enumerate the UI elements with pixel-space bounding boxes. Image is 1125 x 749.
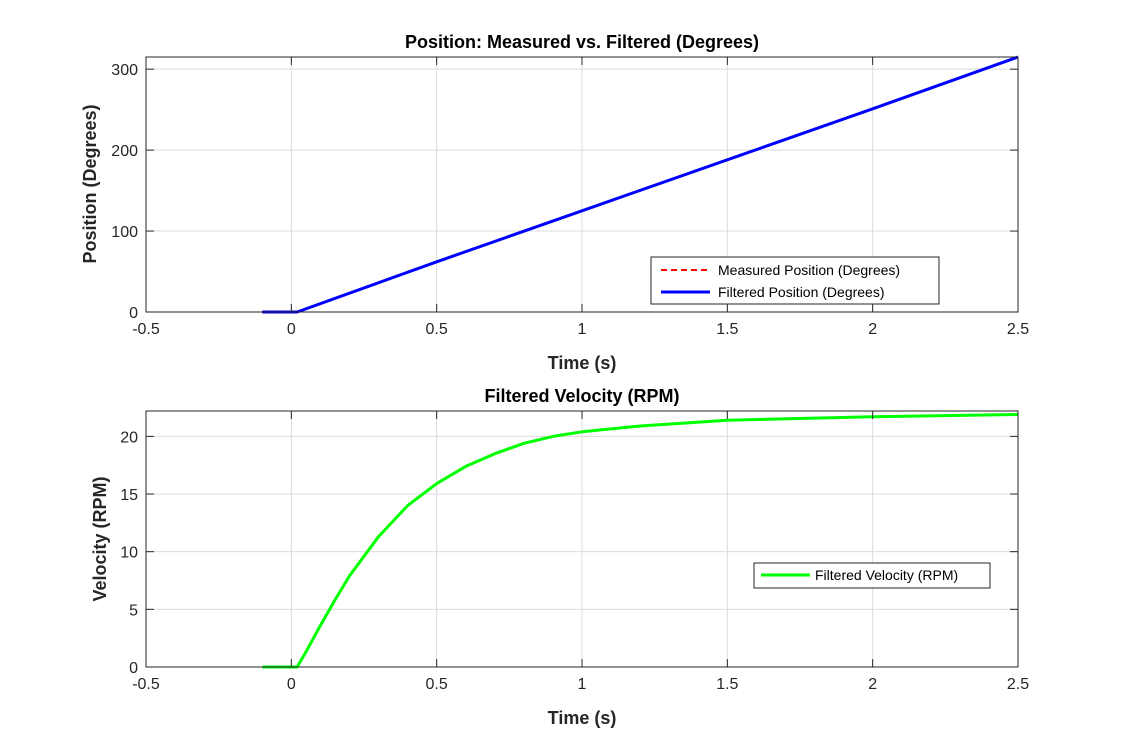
position-x-tick-label: 0	[287, 321, 296, 338]
velocity-series-filtered-velocity-rpm-line	[262, 413, 1019, 669]
velocity-y-axis-label: Velocity (RPM)	[90, 476, 110, 601]
position-x-tick-label: 1	[578, 321, 587, 338]
velocity-x-tick-label: 0.5	[426, 676, 448, 693]
velocity-x-tick-label: 2	[868, 676, 877, 693]
velocity-y-tick-label: 15	[120, 487, 138, 504]
velocity-chart-title: Filtered Velocity (RPM)	[484, 386, 679, 406]
position-y-tick-label: 0	[129, 305, 138, 322]
velocity-x-tick-label: 2.5	[1007, 676, 1029, 693]
velocity-y-tick-label: 5	[129, 602, 138, 619]
position-chart-title: Position: Measured vs. Filtered (Degrees…	[405, 32, 759, 52]
legend-measured-position-label: Measured Position (Degrees)	[718, 262, 900, 278]
velocity-x-tick-label: 1	[578, 676, 587, 693]
position-x-tick-label: 1.5	[716, 321, 738, 338]
legend-filtered-position-label: Filtered Position (Degrees)	[718, 284, 885, 300]
velocity-y-tick-label: 20	[120, 429, 138, 446]
velocity-y-tick-label: 0	[129, 660, 138, 677]
velocity-x-axis-label: Time (s)	[548, 708, 617, 728]
position-y-axis-label: Position (Degrees)	[80, 104, 100, 263]
velocity-x-tick-label: 0	[287, 676, 296, 693]
legend-filtered-velocity-label: Filtered Velocity (RPM)	[815, 567, 958, 583]
position-legend: Measured Position (Degrees) Filtered Pos…	[650, 256, 940, 305]
position-x-axis-label: Time (s)	[548, 353, 617, 373]
position-x-tick-label: -0.5	[132, 321, 160, 338]
position-x-tick-label: 2	[868, 321, 877, 338]
position-x-tick-label: 0.5	[426, 321, 448, 338]
position-x-tick-label: 2.5	[1007, 321, 1029, 338]
velocity-legend: Filtered Velocity (RPM)	[753, 562, 991, 589]
position-legend-box	[650, 256, 940, 305]
position-y-tick-label: 200	[111, 143, 138, 160]
velocity-x-tick-label: -0.5	[132, 676, 160, 693]
position-y-tick-label: 100	[111, 224, 138, 241]
position-y-tick-label: 300	[111, 62, 138, 79]
velocity-y-tick-label: 10	[120, 545, 138, 562]
velocity-x-tick-label: 1.5	[716, 676, 738, 693]
